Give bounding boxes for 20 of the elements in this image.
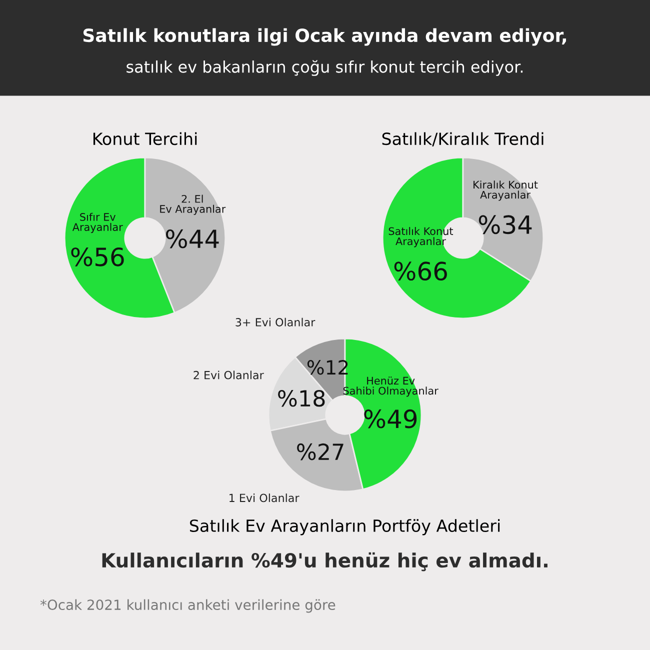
data-label: %27	[297, 443, 344, 460]
data-label: %66	[394, 262, 447, 281]
slice-label: Sıfır Ev Arayanlar	[72, 212, 123, 233]
text: Kullanıcıların %49'u henüz hiç ev almadı.	[102, 552, 548, 572]
slice-label: 2. El Ev Arayanlar	[160, 194, 226, 215]
text: satılık ev bakanların çoğu sıfır konut tercih ediyor.	[126, 60, 523, 76]
data-label: %49	[364, 409, 417, 428]
slice-label: Kiralık Konut Arayanlar	[474, 180, 538, 201]
chart-title: Satılık/Kiralık Trendi	[382, 132, 544, 146]
slice-label: 2 Evi Olanlar	[194, 370, 264, 380]
text: Satılık konutlara ilgi Ocak ayında devam ediyor,	[83, 28, 566, 46]
data-label: %18	[278, 390, 325, 407]
text: Satılık Ev Arayanların Portföy Adetleri	[190, 519, 500, 536]
data-label: %56	[71, 247, 124, 266]
slice-label: 3+ Evi Olanlar	[236, 318, 316, 326]
slice-label: 1 Evi Olanlar	[230, 494, 300, 502]
chart-title: Konut Tercihi	[93, 132, 197, 146]
data-label: %44	[166, 229, 219, 248]
data-label: %34	[478, 215, 532, 234]
text: *Ocak 2021 kullanıcı anketi verilerine göre	[40, 599, 336, 613]
